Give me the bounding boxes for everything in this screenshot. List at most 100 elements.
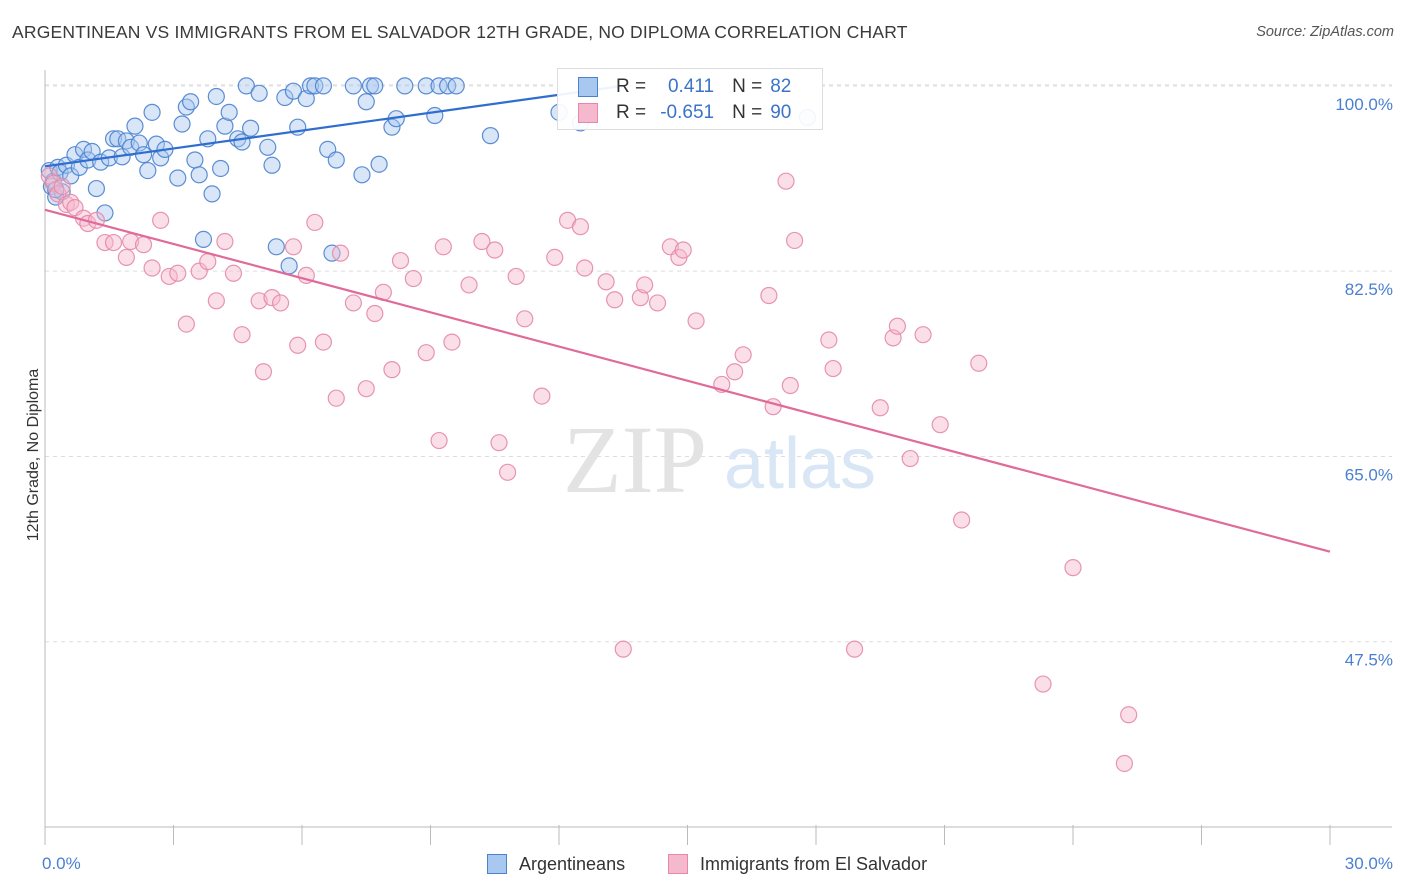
point-el-salvador xyxy=(224,264,243,282)
point-argentineans xyxy=(212,159,230,178)
bottom-legend-swatch-pink xyxy=(668,854,688,874)
point-argentineans xyxy=(301,77,320,95)
point-argentineans xyxy=(417,77,435,95)
point-el-salvador xyxy=(901,449,919,468)
point-el-salvador xyxy=(473,232,491,251)
point-argentineans xyxy=(366,77,384,95)
point-el-salvador xyxy=(507,267,525,286)
point-el-salvador xyxy=(404,269,422,288)
point-el-salvador xyxy=(152,211,170,229)
point-argentineans xyxy=(194,230,213,248)
point-el-salvador xyxy=(636,276,654,294)
point-el-salvador xyxy=(254,363,273,381)
point-el-salvador xyxy=(1120,706,1138,724)
point-argentineans xyxy=(87,179,106,198)
y-tick-label: 82.5% xyxy=(1345,280,1393,299)
bottom-legend-label: Immigrants from El Salvador xyxy=(700,853,928,874)
bottom-legend-swatch-blue xyxy=(487,854,507,874)
trend-line-el-salvador xyxy=(44,208,1331,553)
point-argentineans xyxy=(357,93,375,111)
point-el-salvador xyxy=(434,238,452,256)
legend-swatch-pink xyxy=(578,103,598,123)
point-el-salvador xyxy=(366,304,384,323)
point-argentineans xyxy=(203,185,221,203)
point-el-salvador xyxy=(143,259,161,277)
point-el-salvador xyxy=(263,289,281,307)
point-el-salvador xyxy=(344,294,362,312)
point-el-salvador xyxy=(499,463,517,481)
point-argentineans xyxy=(263,156,281,174)
point-el-salvador xyxy=(1034,675,1052,693)
point-el-salvador xyxy=(546,248,564,266)
point-argentineans xyxy=(207,87,225,106)
point-el-salvador xyxy=(104,233,123,252)
point-argentineans xyxy=(370,155,388,173)
point-argentineans xyxy=(297,89,315,108)
watermark: ZIP atlas xyxy=(563,406,876,513)
point-el-salvador xyxy=(117,248,135,266)
bottom-legend-label: Argentineans xyxy=(519,853,626,874)
point-el-salvador xyxy=(970,354,988,372)
y-tick-label: 65.0% xyxy=(1345,465,1393,484)
series-el-salvador xyxy=(40,167,1138,773)
legend-r-value: 0.411 xyxy=(667,76,715,97)
point-el-salvador xyxy=(284,238,303,256)
point-argentineans xyxy=(104,130,123,148)
point-el-salvador xyxy=(357,380,375,398)
point-argentineans xyxy=(216,117,234,135)
point-el-salvador xyxy=(490,434,508,452)
point-el-salvador xyxy=(760,286,778,305)
point-el-salvador xyxy=(888,317,906,335)
point-argentineans xyxy=(169,169,187,187)
legend-r-label: R = xyxy=(616,76,647,97)
gridlines xyxy=(45,84,1392,643)
point-el-salvador xyxy=(824,359,842,378)
y-tick-label: 100.0% xyxy=(1335,95,1393,114)
point-el-salvador xyxy=(190,262,208,280)
point-el-salvador xyxy=(460,276,478,294)
point-el-salvador xyxy=(597,273,615,291)
point-el-salvador xyxy=(216,232,234,251)
point-el-salvador xyxy=(931,416,949,434)
point-argentineans xyxy=(139,161,157,180)
point-el-salvador xyxy=(781,376,799,395)
point-argentineans xyxy=(280,257,298,275)
point-argentineans xyxy=(237,77,255,95)
point-el-salvador xyxy=(533,387,551,405)
legend-n-label: N = xyxy=(732,76,763,97)
point-el-salvador xyxy=(233,326,251,344)
point-el-salvador xyxy=(631,289,649,307)
legend-r-value: -0.651 xyxy=(660,102,715,123)
watermark-zip: ZIP xyxy=(563,406,707,513)
series-argentineans xyxy=(40,77,817,275)
y-tick-label: 47.5% xyxy=(1345,651,1393,670)
point-el-salvador xyxy=(250,292,268,310)
point-argentineans xyxy=(250,84,268,102)
point-argentineans xyxy=(344,77,362,95)
point-argentineans xyxy=(233,133,251,151)
point-el-salvador xyxy=(417,344,435,362)
point-el-salvador xyxy=(648,294,667,312)
point-argentineans xyxy=(284,82,303,100)
legend-swatch-blue xyxy=(578,77,598,97)
point-argentineans xyxy=(396,77,414,95)
point-argentineans xyxy=(220,103,238,121)
point-argentineans xyxy=(126,117,144,135)
trend-lines xyxy=(44,84,1331,553)
point-el-salvador xyxy=(820,331,838,349)
point-el-salvador xyxy=(777,172,795,190)
point-el-salvador xyxy=(785,231,804,250)
bottom-legend-el-salvador: Immigrants from El Salvador xyxy=(668,852,927,876)
point-el-salvador xyxy=(1115,754,1134,773)
trend-line-argentineans xyxy=(44,84,624,168)
x-tick-label: 0.0% xyxy=(42,854,81,873)
point-argentineans xyxy=(314,77,333,95)
point-el-salvador xyxy=(571,218,590,236)
point-el-salvador xyxy=(314,333,333,351)
point-el-salvador xyxy=(953,511,971,529)
point-el-salvador xyxy=(207,292,225,310)
point-argentineans xyxy=(426,106,444,125)
point-el-salvador xyxy=(383,361,401,379)
point-el-salvador xyxy=(516,310,534,328)
legend-n-label: N = xyxy=(732,102,763,123)
